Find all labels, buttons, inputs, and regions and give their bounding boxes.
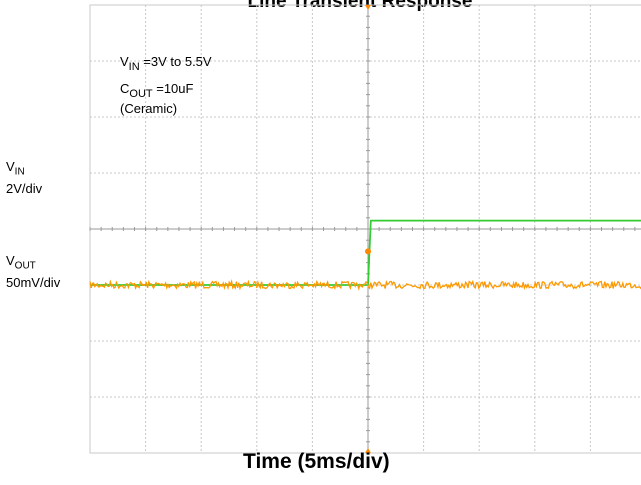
center-axes: [89, 4, 641, 454]
trigger-marker-top: [365, 5, 371, 10]
vin-channel-name: VIN: [6, 159, 25, 178]
vout-trace: [89, 279, 641, 291]
trigger-marker-bottom: [365, 448, 371, 453]
trigger-level-marker: [365, 248, 371, 255]
annotation-text: VIN =3V to 5.5V: [120, 54, 212, 73]
annotation-text: (Ceramic): [120, 101, 177, 116]
annotation-text: COUT =10uF: [120, 81, 194, 100]
x-axis-label: Time (5ms/div): [243, 450, 390, 473]
annotations: VIN =3V to 5.5V COUT =10uF(Ceramic): [120, 54, 212, 116]
vout-channel-scale: 50mV/div: [6, 274, 61, 290]
chart-title: Line Transient Response: [248, 0, 473, 12]
vin-channel-scale: 2V/div: [6, 180, 43, 196]
vin-channel-label: VIN 2V/div: [6, 159, 42, 197]
vout-channel-label: VOUT 50mV/div: [6, 253, 60, 291]
trigger-markers: [365, 5, 371, 453]
traces: [89, 219, 641, 291]
vout-channel-name: VOUT: [6, 253, 36, 272]
